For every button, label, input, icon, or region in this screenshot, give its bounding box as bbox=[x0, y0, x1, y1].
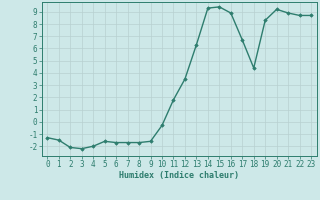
X-axis label: Humidex (Indice chaleur): Humidex (Indice chaleur) bbox=[119, 171, 239, 180]
